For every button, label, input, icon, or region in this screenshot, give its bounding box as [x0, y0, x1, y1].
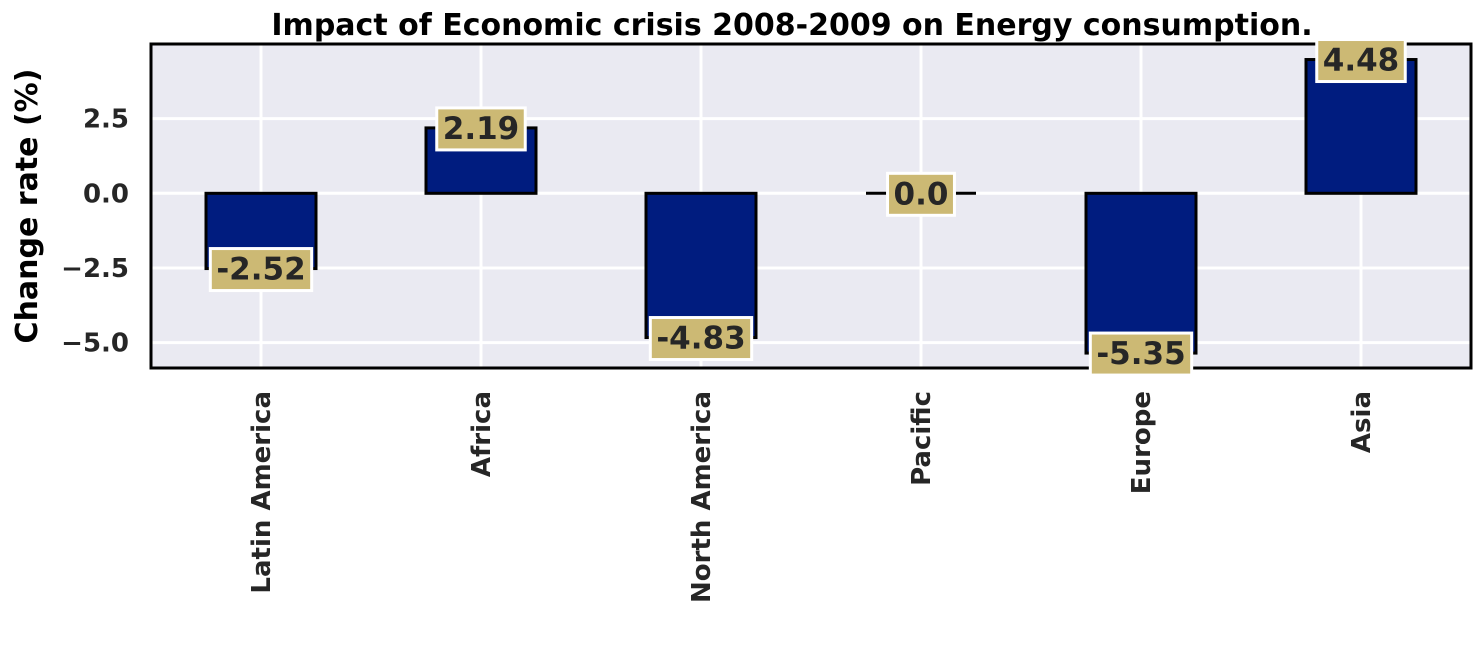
data-label-box: [886, 171, 956, 217]
y-axis-title: Change rate (%): [10, 69, 45, 344]
data-label-box: [1315, 38, 1407, 84]
plot-background: [151, 44, 1471, 368]
data-label-box: [1088, 331, 1194, 377]
y-tick-label: 0.0: [83, 179, 129, 209]
data-label-text: -2.52: [216, 252, 305, 288]
data-label: 2.19: [435, 106, 527, 152]
x-axis-ticks: Latin America Africa North America Pacific E…: [247, 391, 1377, 603]
data-label: -2.52: [208, 247, 314, 293]
data-label-text: 2.19: [443, 111, 520, 147]
data-label-box: [648, 316, 754, 362]
plot-frame: [149, 42, 1473, 370]
data-label: 0.0: [886, 171, 956, 217]
bar: [644, 191, 758, 340]
y-axis-ticks: 2.5 0.0 −2.5 −5.0: [61, 105, 129, 359]
x-tick-label: Europe: [1127, 391, 1157, 494]
y-tick-label: −2.5: [61, 254, 129, 284]
chart-title: Impact of Economic crisis 2008-2009 on E…: [271, 8, 1312, 43]
data-label-box: [208, 247, 314, 293]
data-label: -4.83: [648, 316, 754, 362]
x-tick-label: Latin America: [247, 391, 277, 594]
x-tick-label: North America: [687, 391, 717, 603]
data-labels: -2.52 2.19 -4.83 0.0 -5.35 4.48: [208, 38, 1407, 377]
y-tick-label: −5.0: [61, 329, 129, 359]
x-tick-label: Asia: [1347, 391, 1377, 453]
bar: [1084, 191, 1198, 355]
x-tick-label: Africa: [467, 391, 497, 477]
data-label-box: [435, 106, 527, 152]
x-tick-label: Pacific: [907, 391, 937, 486]
data-label-text: 0.0: [894, 176, 949, 212]
data-label: -5.35: [1088, 331, 1194, 377]
y-tick-label: 2.5: [83, 105, 129, 135]
data-label-text: -5.35: [1096, 336, 1185, 372]
data-label: 4.48: [1315, 38, 1407, 84]
data-label-text: 4.48: [1323, 43, 1400, 79]
data-label-text: -4.83: [656, 321, 745, 357]
